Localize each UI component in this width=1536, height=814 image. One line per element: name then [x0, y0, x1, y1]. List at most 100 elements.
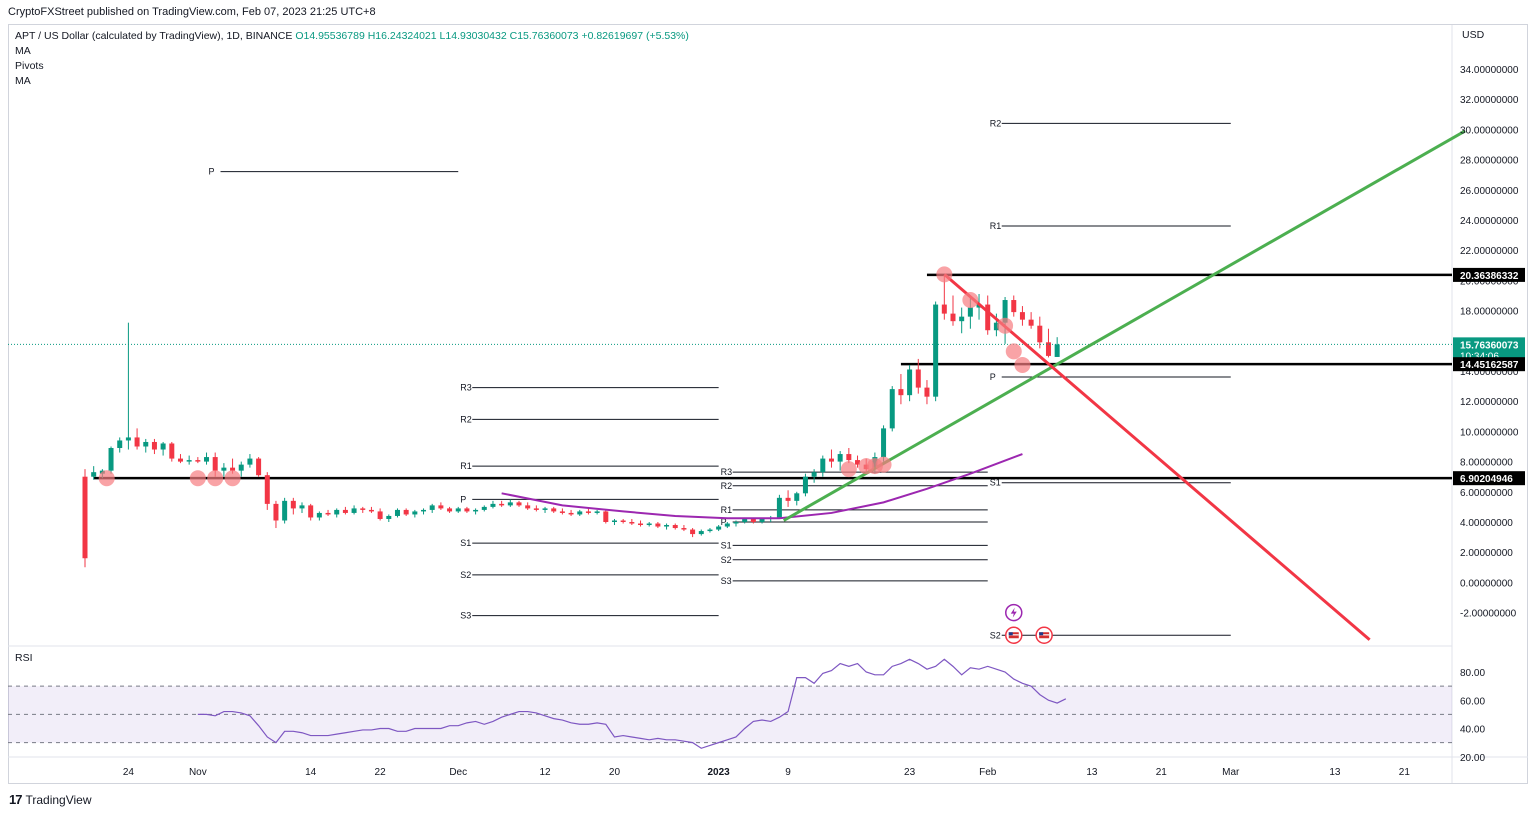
price-tick-label: 34.00000000 — [1460, 65, 1519, 76]
candle-body — [750, 518, 756, 522]
level-price-badge: 14.45162587 — [1453, 357, 1525, 372]
legend-indicator-ma-2[interactable]: MA — [15, 75, 31, 87]
candle-body — [473, 509, 479, 512]
legend-close: C15.76360073 — [509, 30, 579, 42]
candle-body — [733, 522, 739, 524]
candle-body — [846, 454, 852, 461]
candle-body — [499, 503, 505, 506]
price-badges: 20.36386332 15.7636007310:34:0614.4516258… — [1453, 267, 1525, 486]
candle-body — [620, 520, 626, 522]
flag-stripe-white — [1039, 634, 1050, 636]
candle-body — [568, 512, 574, 515]
tradingview-logo-icon: 17 — [9, 792, 23, 807]
chart-legend: APT / US Dollar (calculated by TradingVi… — [15, 29, 689, 89]
candle-body — [655, 523, 661, 527]
badge-value: 6.90204946 — [1460, 474, 1513, 485]
candle-body — [898, 389, 904, 396]
candle-body — [881, 428, 887, 458]
rsi-pane-label[interactable]: RSI — [15, 652, 33, 664]
candle-body — [1011, 300, 1017, 313]
footer-brand[interactable]: 17 TradingView — [9, 792, 92, 807]
candle-body — [447, 508, 453, 512]
touch-marker — [936, 266, 953, 283]
touch-marker — [1014, 356, 1031, 373]
candle-body — [290, 500, 296, 509]
pivot-label: R1 — [990, 221, 1002, 231]
time-tick-label: Dec — [449, 767, 467, 778]
candle-body — [664, 525, 670, 527]
price-tick-label: 24.00000000 — [1460, 216, 1519, 227]
candle-body — [707, 529, 713, 532]
candle-body — [160, 443, 166, 450]
candle-body — [247, 458, 253, 465]
candle-body — [334, 509, 340, 515]
time-tick-label: 21 — [1399, 767, 1411, 778]
rsi-tick-label: 80.00 — [1460, 668, 1485, 679]
badge-value: 15.76360073 — [1460, 340, 1519, 351]
candle-body — [672, 525, 678, 529]
candle-body — [238, 464, 244, 471]
event-icons — [1005, 603, 1053, 644]
pivot-label: R2 — [990, 118, 1002, 128]
rsi-tick-label: 40.00 — [1460, 725, 1485, 736]
touch-markers — [98, 266, 1031, 487]
price-tick-label: 28.00000000 — [1460, 156, 1519, 167]
legend-indicator-pivots[interactable]: Pivots — [15, 60, 44, 72]
pivot-label: R3 — [721, 467, 733, 477]
pivot-levels: P R3 R2 R1 P S1 S2 S3 R3 R2 R1 P S1 S2 S3 R2 R1 P S1 S2 — [209, 118, 1231, 640]
legend-symbol[interactable]: APT / US Dollar (calculated by TradingVi… — [15, 30, 293, 42]
currency-label[interactable]: USD — [1462, 29, 1485, 41]
pivot-label: R2 — [721, 481, 733, 491]
candle-body — [282, 500, 288, 521]
candle-body — [585, 511, 591, 513]
candle-body — [481, 506, 487, 510]
candle-body — [351, 508, 357, 513]
legend-change: +0.82619697 (+5.53%) — [581, 30, 689, 42]
candle-body — [1028, 319, 1034, 326]
pivot-label: P — [209, 167, 215, 177]
candle-body — [933, 304, 939, 397]
candle-body — [143, 441, 149, 447]
touch-marker — [1005, 343, 1022, 360]
time-tick-label: 24 — [123, 767, 135, 778]
candle-body — [1019, 312, 1025, 320]
candle-body — [421, 509, 427, 512]
candle-body — [690, 529, 696, 535]
candle-body — [455, 508, 461, 512]
candle-body — [533, 508, 539, 510]
badge-countdown: 10:34:06 — [1460, 351, 1499, 362]
candle-body — [638, 523, 644, 526]
candle-body — [681, 528, 687, 530]
horizontal-levels — [93, 273, 1452, 480]
candle-body — [1054, 344, 1060, 357]
candle-body — [993, 322, 999, 331]
rsi-tick-label: 20.00 — [1460, 753, 1485, 764]
candle-body — [837, 454, 843, 462]
candle-body — [429, 505, 435, 510]
legend-symbol-row: APT / US Dollar (calculated by TradingVi… — [15, 29, 689, 44]
candle-body — [759, 518, 765, 522]
time-tick-label: 20 — [609, 767, 621, 778]
candle-body — [924, 387, 930, 397]
touch-marker — [962, 292, 979, 309]
candle-body — [82, 476, 88, 559]
candle-body — [785, 497, 791, 501]
pivot-label: P — [990, 372, 996, 382]
candle-body — [368, 509, 374, 512]
moving-average — [501, 453, 1023, 520]
candle-body — [342, 509, 348, 513]
price-tick-label: 6.00000000 — [1460, 488, 1513, 499]
candle-body — [907, 369, 913, 396]
pivot-label: R2 — [460, 414, 472, 424]
candle-body — [716, 526, 722, 530]
candle-body — [256, 458, 262, 476]
pivot-label: S1 — [460, 538, 471, 548]
time-tick-label: 2023 — [708, 767, 731, 778]
legend-indicator-ma-1[interactable]: MA — [15, 45, 31, 57]
us-flag-icon — [1005, 626, 1023, 644]
candle-body — [230, 467, 236, 471]
candle-body — [91, 472, 97, 477]
time-tick-label: 21 — [1156, 767, 1168, 778]
footer-brand-name: TradingView — [25, 792, 92, 807]
